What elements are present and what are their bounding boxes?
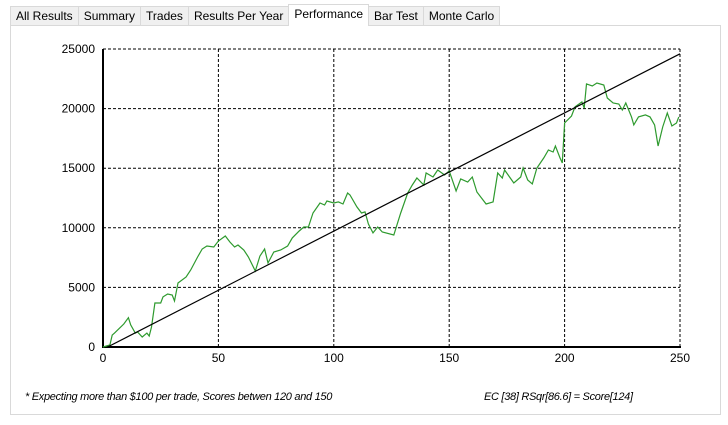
tab-performance[interactable]: Performance (288, 4, 370, 26)
performance-panel (10, 25, 721, 415)
y-tick-label: 15000 (62, 161, 96, 175)
tab-bar-test[interactable]: Bar Test (368, 6, 424, 26)
tab-summary[interactable]: Summary (77, 6, 142, 26)
y-tick-label: 5000 (68, 280, 95, 294)
y-tick-label: 20000 (62, 102, 96, 116)
tab-trades[interactable]: Trades (140, 6, 189, 26)
y-tick-label: 10000 (62, 221, 96, 235)
tab-results-per-year[interactable]: Results Per Year (187, 6, 290, 26)
y-tick-label: 25000 (62, 42, 96, 56)
regression-line (107, 53, 681, 348)
equity-curve-line (102, 82, 680, 348)
expectation-note: * Expecting more than $100 per trade, Sc… (25, 391, 333, 403)
x-tick-label: 150 (439, 351, 459, 365)
x-tick-label: 200 (555, 351, 575, 365)
x-tick-label: 100 (324, 351, 344, 365)
x-tick-label: 250 (670, 351, 690, 365)
tab-strip: All Results Summary Trades Results Per Year… (10, 4, 501, 26)
tab-monte-carlo[interactable]: Monte Carlo (422, 6, 501, 26)
x-tick-label: 50 (212, 351, 226, 365)
x-tick-label: 0 (100, 351, 107, 365)
tab-all-results[interactable]: All Results (10, 6, 79, 26)
y-tick-label: 0 (88, 340, 95, 354)
score-summary: EC [38] RSqr[86.6] = Score[124] (484, 391, 633, 403)
